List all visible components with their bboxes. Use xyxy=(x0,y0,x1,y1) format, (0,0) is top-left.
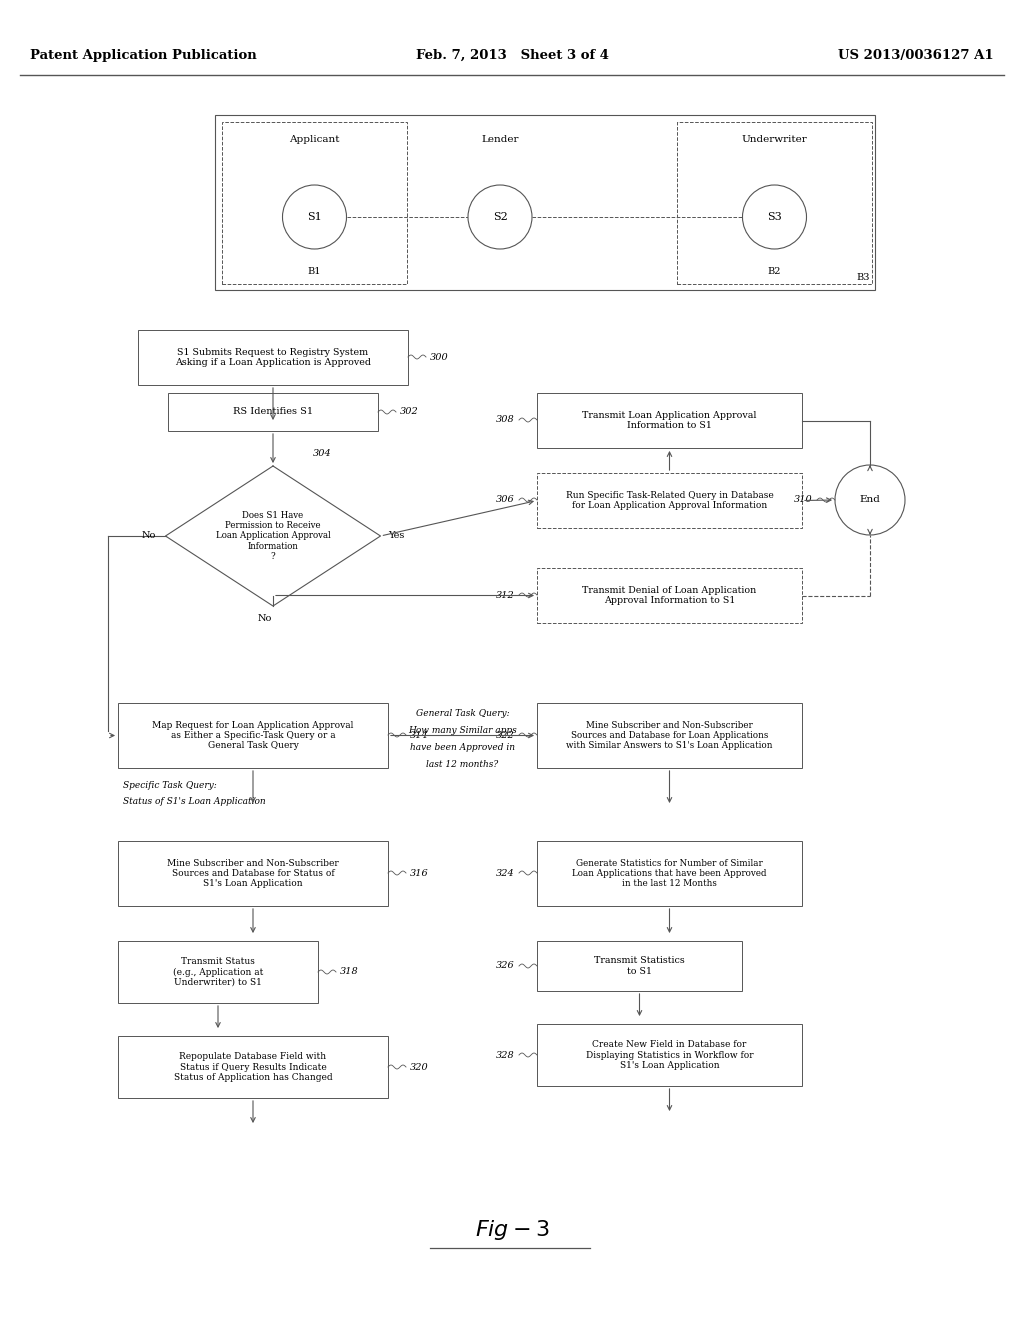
Text: Underwriter: Underwriter xyxy=(741,136,807,144)
Bar xyxy=(118,841,388,906)
Text: have been Approved in: have been Approved in xyxy=(410,743,515,752)
Bar xyxy=(138,330,408,385)
Bar xyxy=(537,941,742,991)
Text: Run Specific Task-Related Query in Database
for Loan Application Approval Inform: Run Specific Task-Related Query in Datab… xyxy=(565,491,773,511)
Text: No: No xyxy=(141,532,156,540)
Text: Transmit Denial of Loan Application
Approval Information to S1: Transmit Denial of Loan Application Appr… xyxy=(583,586,757,605)
Text: 316: 316 xyxy=(410,869,429,878)
Text: General Task Query:: General Task Query: xyxy=(416,709,509,718)
Text: 314: 314 xyxy=(410,730,429,739)
Text: Patent Application Publication: Patent Application Publication xyxy=(30,49,257,62)
Bar xyxy=(537,704,802,768)
Text: 320: 320 xyxy=(410,1063,429,1072)
Text: Mine Subscriber and Non-Subscriber
Sources and Database for Loan Applications
wi: Mine Subscriber and Non-Subscriber Sourc… xyxy=(566,721,773,750)
Text: 324: 324 xyxy=(497,869,515,878)
Text: Generate Statistics for Number of Similar
Loan Applications that have been Appro: Generate Statistics for Number of Simila… xyxy=(572,858,767,888)
Text: last 12 months?: last 12 months? xyxy=(426,760,499,770)
Circle shape xyxy=(742,185,807,249)
Text: How many Similar apps: How many Similar apps xyxy=(409,726,517,735)
Text: Applicant: Applicant xyxy=(289,136,340,144)
Text: No: No xyxy=(258,614,272,623)
Text: Transmit Status
(e.g., Application at
Underwriter) to S1: Transmit Status (e.g., Application at Un… xyxy=(173,957,263,987)
Text: Yes: Yes xyxy=(388,532,404,540)
Text: 328: 328 xyxy=(497,1051,515,1060)
Bar xyxy=(537,568,802,623)
Bar xyxy=(537,473,802,528)
Text: 306: 306 xyxy=(497,495,515,504)
Text: S1: S1 xyxy=(307,213,322,222)
Text: US 2013/0036127 A1: US 2013/0036127 A1 xyxy=(839,49,994,62)
Text: 304: 304 xyxy=(313,449,332,458)
Bar xyxy=(537,393,802,447)
Text: 312: 312 xyxy=(497,590,515,599)
Text: RS Identifies S1: RS Identifies S1 xyxy=(232,408,313,417)
Bar xyxy=(118,1036,388,1098)
Circle shape xyxy=(468,185,532,249)
Bar xyxy=(537,841,802,906)
Bar xyxy=(677,121,872,284)
Bar xyxy=(118,704,388,768)
Bar xyxy=(537,1024,802,1086)
Text: Repopulate Database Field with
Status if Query Results Indicate
Status of Applic: Repopulate Database Field with Status if… xyxy=(174,1052,333,1082)
Text: Feb. 7, 2013   Sheet 3 of 4: Feb. 7, 2013 Sheet 3 of 4 xyxy=(416,49,608,62)
Bar xyxy=(215,115,874,290)
Bar xyxy=(168,393,378,432)
Text: S1 Submits Request to Registry System
Asking if a Loan Application is Approved: S1 Submits Request to Registry System As… xyxy=(175,347,371,367)
Text: Create New Field in Database for
Displaying Statistics in Workflow for
S1's Loan: Create New Field in Database for Display… xyxy=(586,1040,754,1071)
Text: 318: 318 xyxy=(340,968,358,977)
Text: End: End xyxy=(859,495,881,504)
Text: Specific Task Query:: Specific Task Query: xyxy=(123,781,217,791)
Polygon shape xyxy=(166,466,381,606)
Text: S2: S2 xyxy=(493,213,507,222)
Text: 300: 300 xyxy=(430,352,449,362)
Bar xyxy=(118,941,318,1003)
Text: S3: S3 xyxy=(767,213,782,222)
Text: 322: 322 xyxy=(497,730,515,739)
Text: Mine Subscriber and Non-Subscriber
Sources and Database for Status of
S1's Loan : Mine Subscriber and Non-Subscriber Sourc… xyxy=(167,858,339,888)
Text: B2: B2 xyxy=(768,268,781,276)
Text: 310: 310 xyxy=(795,495,813,504)
Text: Lender: Lender xyxy=(481,136,519,144)
Text: Transmit Loan Application Approval
Information to S1: Transmit Loan Application Approval Infor… xyxy=(583,411,757,430)
Bar xyxy=(222,121,407,284)
Text: Status of S1's Loan Application: Status of S1's Loan Application xyxy=(123,797,265,807)
Text: B1: B1 xyxy=(308,268,322,276)
Text: B3: B3 xyxy=(856,273,870,282)
Text: 302: 302 xyxy=(400,408,419,417)
Text: Transmit Statistics
to S1: Transmit Statistics to S1 xyxy=(594,956,685,975)
Text: Map Request for Loan Application Approval
as Either a Specific-Task Query or a
G: Map Request for Loan Application Approva… xyxy=(153,721,353,750)
Text: $\mathit{Fig-3}$: $\mathit{Fig-3}$ xyxy=(474,1218,550,1242)
Text: 326: 326 xyxy=(497,961,515,970)
Text: Does S1 Have
Permission to Receive
Loan Application Approval
Information
?: Does S1 Have Permission to Receive Loan … xyxy=(216,511,331,561)
Circle shape xyxy=(283,185,346,249)
Text: 308: 308 xyxy=(497,416,515,425)
